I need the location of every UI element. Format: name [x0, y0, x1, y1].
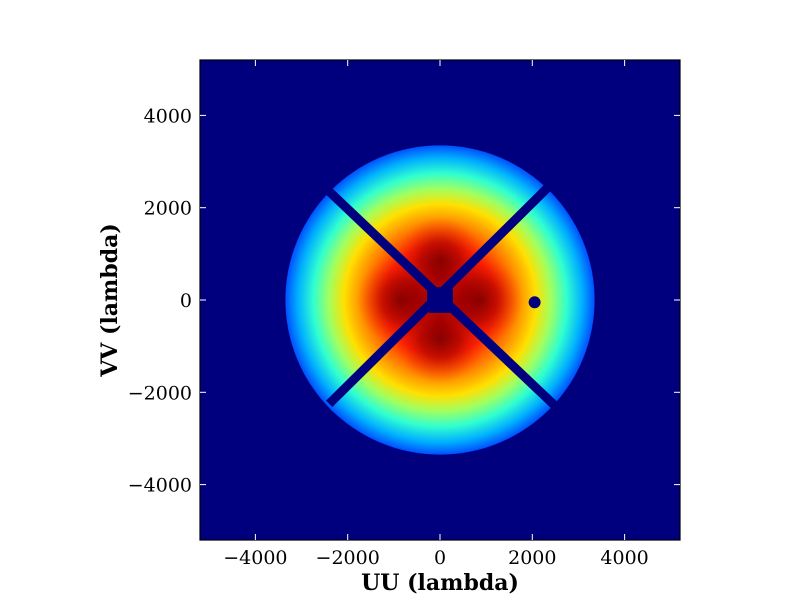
- x-tick-label: −2000: [316, 547, 380, 569]
- y-axis-label: VV (lambda): [97, 223, 123, 378]
- labels-layer: UU (lambda) VV (lambda): [97, 223, 519, 596]
- mask-center-square: [427, 287, 453, 313]
- heatmap-layer: [285, 145, 595, 455]
- x-tick-label: 0: [434, 547, 446, 569]
- y-tick-label: 2000: [144, 198, 192, 220]
- ticks-layer: −4000 −2000 0 2000 4000 −4000 −2000 0 2000 4000: [128, 60, 680, 569]
- y-tick-label: 4000: [144, 105, 192, 127]
- x-axis-label: UU (lambda): [361, 570, 519, 596]
- y-tick-label: −4000: [128, 475, 192, 497]
- x-tick-label: 4000: [600, 547, 648, 569]
- x-tick-label: −4000: [223, 547, 287, 569]
- mask-dot: [528, 296, 541, 309]
- y-tick-label: 0: [180, 290, 192, 312]
- x-tick-label: 2000: [508, 547, 556, 569]
- plot-area: [199, 59, 681, 541]
- y-tick-label: −2000: [128, 382, 192, 404]
